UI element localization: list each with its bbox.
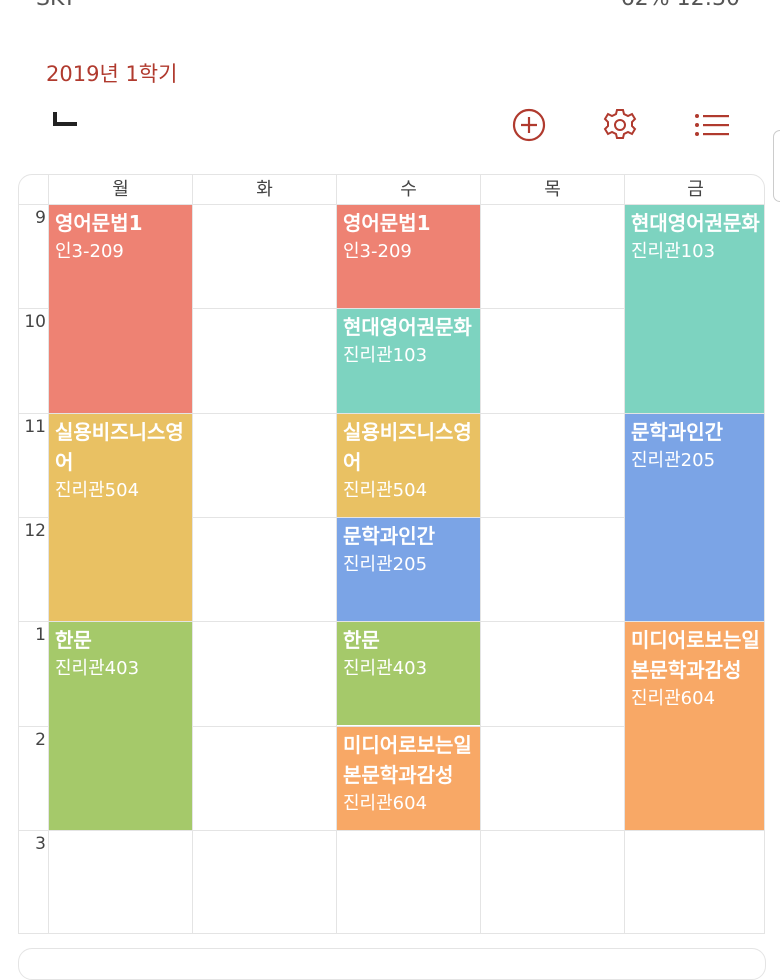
class-name: 한문 [55,628,92,653]
divider [336,204,337,933]
class-name: 문학과인간 [631,419,723,444]
class-name: 현대영어권문화 [631,211,760,235]
divider [19,516,764,518]
divider [19,308,764,310]
bottom-panel [18,948,766,980]
hour-label: 2 [35,729,46,750]
hour-label: 12 [24,520,46,541]
class-room: 진리관604 [631,688,716,710]
divider [48,204,49,933]
class-block[interactable]: 영어문법1 인3-209 [337,205,480,309]
class-room: 진리관205 [631,449,716,471]
day-header: 수 [336,175,480,204]
class-name: 미디어로보는일본문학과감성 [343,732,472,787]
class-name: 한문 [343,628,380,653]
class-room: 진리관604 [343,792,428,814]
hour-label: 11 [24,416,46,437]
hour-label: 10 [24,312,46,333]
class-room: 진리관504 [55,479,140,501]
clock: 12:30 [677,0,740,11]
page-title: 2019년 1학기 [46,62,178,86]
scroll-handle[interactable] [773,130,780,202]
class-room: 진리관403 [55,658,140,680]
class-room: 진리관504 [343,479,428,501]
divider [19,829,764,831]
class-name: 실용비즈니스영어 [343,419,472,474]
battery: 62% [621,0,670,11]
hour-label: 3 [35,833,46,854]
day-header: 월 [48,175,192,204]
status-bar: SKT 62% 12:30 [0,0,780,11]
class-name: 영어문법1 [343,211,431,235]
corner-icon[interactable] [53,112,77,126]
hour-label: 1 [35,625,46,646]
divider [19,725,764,727]
divider [480,204,481,933]
hour-label: 9 [35,208,46,228]
divider [192,204,193,933]
divider [19,204,764,205]
class-room: 진리관205 [343,553,428,575]
class-room: 인3-209 [343,241,412,262]
class-name: 미디어로보는일본문학과감성 [631,628,760,683]
gear-icon[interactable] [600,105,640,145]
list-icon[interactable] [692,105,732,145]
divider [624,204,625,933]
day-header: 목 [480,175,624,204]
class-room: 진리관103 [631,241,716,262]
carrier: SKT [36,0,76,11]
class-name: 영어문법1 [55,211,143,235]
class-room: 진리관103 [343,345,428,367]
class-name: 현대영어권문화 [343,315,472,340]
day-header: 금 [624,175,764,204]
class-name: 문학과인간 [343,523,435,548]
timetable-grid: 월 화 수 목 금 9 10 11 12 1 2 3 영어문법1 인3-209 실용비즈니스영어 진리관504… [18,174,765,934]
class-room: 인3-209 [55,241,124,262]
class-block[interactable]: 영어문법1 인3-209 [49,205,192,413]
divider [19,412,764,414]
day-header: 화 [192,175,336,204]
divider [19,621,764,623]
class-room: 진리관403 [343,658,428,680]
add-circle-icon[interactable] [509,105,549,145]
class-name: 실용비즈니스영어 [55,419,184,474]
